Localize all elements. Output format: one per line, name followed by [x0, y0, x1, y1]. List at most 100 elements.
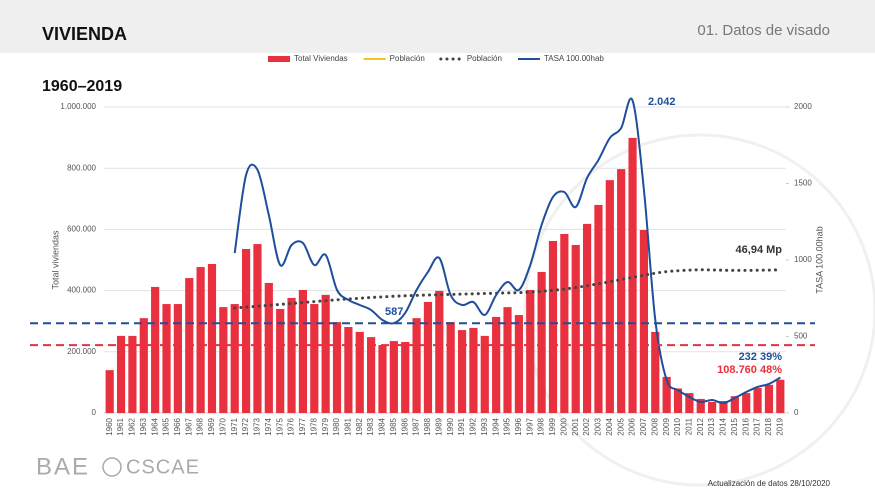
x-tick-label: 2000 [559, 417, 568, 435]
x-tick-label: 1964 [150, 417, 159, 435]
bar [617, 169, 626, 413]
bar [651, 331, 660, 413]
x-tick-label: 1990 [446, 417, 455, 435]
bar [503, 307, 512, 413]
legend-label: Población [467, 54, 502, 63]
legend-label: TASA 100.00hab [544, 54, 604, 63]
bg-decoration [523, 133, 875, 487]
bar [719, 401, 728, 413]
bar [435, 290, 444, 413]
x-tick-label: 2004 [605, 417, 614, 435]
bar [321, 294, 330, 413]
footer-brand: BAE [36, 453, 90, 480]
bar [776, 379, 785, 413]
legend-label: Total Viviendas [294, 54, 348, 63]
bar [241, 248, 251, 413]
x-tick-label: 1981 [343, 417, 352, 435]
bar [548, 241, 558, 413]
bar [685, 393, 694, 413]
bar [662, 376, 671, 413]
bar [298, 289, 308, 413]
bar [628, 137, 637, 413]
bar [151, 286, 160, 413]
bar [367, 337, 376, 413]
bar [128, 335, 137, 413]
x-tick-label: 2018 [764, 417, 773, 435]
bar [355, 331, 364, 413]
x-tick-label: 1979 [321, 417, 330, 435]
annotation: 232 39% [739, 351, 783, 363]
x-tick-label: 1975 [275, 417, 284, 435]
y2-axis-title: TASA 100.00hab [814, 226, 824, 293]
bar [764, 384, 774, 413]
annotation: 46,94 Mp [736, 244, 783, 256]
header-section: 01. Datos de visado [697, 22, 830, 39]
x-tick-label: 1967 [184, 417, 193, 435]
bar [230, 304, 239, 413]
bar [105, 370, 114, 413]
bar [526, 289, 535, 413]
x-tick-label: 1976 [287, 417, 296, 435]
x-tick-label: 1984 [378, 417, 387, 435]
y2-tick-label: 2000 [794, 102, 812, 111]
bar [264, 282, 273, 413]
x-tick-label: 2001 [571, 417, 580, 435]
x-tick-label: 1996 [514, 417, 523, 435]
bar [401, 342, 410, 413]
bar [344, 327, 353, 413]
x-tick-label: 2009 [662, 417, 671, 435]
y-axis-title: Total viviendas [50, 230, 60, 290]
bar [196, 267, 205, 413]
x-tick-label: 1973 [253, 417, 262, 435]
bar [742, 393, 751, 413]
x-tick-label: 2011 [684, 417, 693, 435]
legend-swatch [268, 56, 290, 62]
x-tick-label: 1991 [457, 417, 466, 435]
x-tick-label: 1960 [105, 417, 114, 435]
x-tick-label: 2013 [707, 417, 716, 435]
line [233, 97, 781, 405]
x-tick-label: 1993 [480, 417, 489, 435]
x-tick-label: 1985 [389, 417, 398, 435]
x-tick-label: 1986 [400, 417, 409, 435]
bar [605, 180, 614, 413]
bar [173, 304, 182, 413]
x-tick-label: 1970 [218, 417, 227, 435]
x-tick-label: 1972 [241, 417, 250, 435]
bar [492, 316, 501, 413]
footer-brand2: CSCAE [126, 456, 200, 478]
x-tick-label: 2014 [719, 417, 728, 435]
x-tick-label: 2005 [616, 417, 625, 435]
y-tick-label: 200.000 [67, 347, 96, 356]
x-tick-label: 1997 [525, 417, 534, 435]
x-tick-label: 1978 [309, 417, 318, 435]
x-tick-label: 1994 [491, 417, 500, 435]
bar [378, 345, 387, 413]
x-tick-label: 1969 [207, 417, 216, 435]
y2-tick-label: 1500 [794, 179, 812, 188]
bar [730, 396, 739, 413]
bar [116, 335, 126, 413]
x-tick-label: 1965 [162, 417, 171, 435]
x-tick-label: 1992 [469, 417, 478, 435]
x-tick-label: 2012 [696, 417, 705, 435]
logo-icon [102, 457, 122, 477]
x-tick-label: 1980 [332, 417, 341, 435]
annotation: 108.760 48% [717, 364, 782, 376]
bar [480, 335, 489, 413]
x-tick-label: 1966 [173, 417, 182, 435]
x-tick-label: 2019 [775, 417, 784, 435]
x-tick-label: 1989 [434, 417, 443, 435]
y2-tick-label: 1000 [794, 255, 812, 264]
annotation: 587 [385, 306, 403, 318]
bar [310, 304, 319, 413]
bar [287, 297, 296, 413]
y-tick-label: 800.000 [67, 163, 96, 172]
x-tick-label: 2010 [673, 417, 682, 435]
x-tick-label: 1971 [230, 417, 239, 435]
x-tick-label: 2003 [594, 417, 603, 435]
bar [639, 230, 649, 413]
y2-tick-label: 0 [794, 408, 799, 417]
bar [389, 341, 398, 413]
